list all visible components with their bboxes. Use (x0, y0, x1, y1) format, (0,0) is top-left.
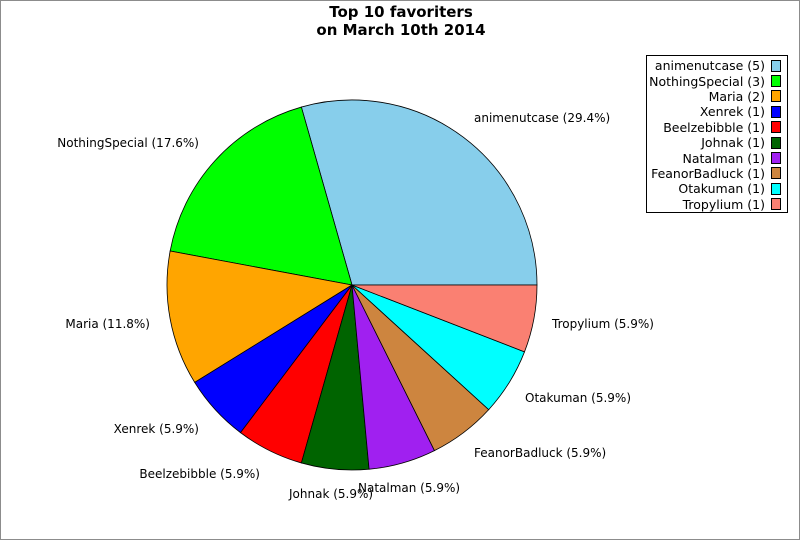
slice-label-johnak: Johnak (5.9%) (288, 487, 373, 501)
legend-item-tropylium: Tropylium (1) (647, 197, 787, 212)
legend-swatch (771, 152, 781, 165)
slice-label-otakuman: Otakuman (5.9%) (525, 391, 631, 405)
chart-legend: animenutcase (5) NothingSpecial (3) Maria … (646, 55, 788, 213)
legend-swatch (771, 198, 781, 211)
chart-title-line-2: on March 10th 2014 (316, 21, 486, 39)
chart-title-line-1: Top 10 favoriters (329, 3, 473, 21)
slice-label-nothingspecial: NothingSpecial (17.6%) (57, 136, 199, 150)
legend-item-nothingspecial: NothingSpecial (3) (647, 73, 787, 89)
legend-swatch (771, 167, 781, 180)
legend-label: Otakuman (1) (678, 181, 765, 197)
legend-item-animenutcase: animenutcase (5) (647, 58, 787, 73)
legend-item-natalman: Natalman (1) (647, 150, 787, 166)
legend-item-otakuman: Otakuman (1) (647, 181, 787, 196)
legend-label: Maria (2) (708, 88, 765, 104)
pie-slice-animenutcase (300, 99, 538, 286)
legend-swatch (771, 59, 781, 72)
legend-label: Johnak (1) (701, 135, 765, 151)
slice-label-feanorbadluck: FeanorBadluck (5.9%) (474, 446, 606, 460)
legend-label: NothingSpecial (3) (649, 73, 765, 89)
legend-swatch (771, 136, 781, 149)
legend-label: Tropylium (1) (682, 196, 765, 212)
legend-swatch (771, 182, 781, 195)
legend-swatch (771, 121, 781, 134)
legend-swatch (771, 105, 781, 118)
slice-label-beelzebibble: Beelzebibble (5.9%) (139, 467, 260, 481)
legend-label: Xenrek (1) (699, 104, 765, 120)
legend-label: Natalman (1) (682, 150, 765, 166)
legend-item-maria: Maria (2) (647, 89, 787, 104)
legend-label: Beelzebibble (1) (663, 119, 765, 135)
chart-title: Top 10 favoriters on March 10th 2014 (1, 3, 799, 39)
pie-slice-nothingspecial (169, 106, 353, 286)
legend-item-johnak: Johnak (1) (647, 135, 787, 150)
pie-slice-maria (166, 250, 354, 383)
legend-item-feanorbadluck: FeanorBadluck (1) (647, 166, 787, 181)
legend-label: animenutcase (5) (654, 58, 765, 74)
slice-label-natalman: Natalman (5.9%) (358, 481, 460, 495)
slice-label-animenutcase: animenutcase (29.4%) (474, 111, 610, 125)
legend-swatch (771, 75, 781, 88)
legend-swatch (771, 90, 781, 103)
legend-label: FeanorBadluck (1) (651, 165, 765, 181)
pie-slice-tropylium (351, 284, 538, 353)
slice-label-tropylium: Tropylium (5.9%) (551, 317, 654, 331)
legend-item-beelzebibble: Beelzebibble (1) (647, 120, 787, 135)
slice-label-xenrek: Xenrek (5.9%) (114, 422, 199, 436)
legend-item-xenrek: Xenrek (1) (647, 104, 787, 119)
slice-label-maria: Maria (11.8%) (65, 317, 150, 331)
